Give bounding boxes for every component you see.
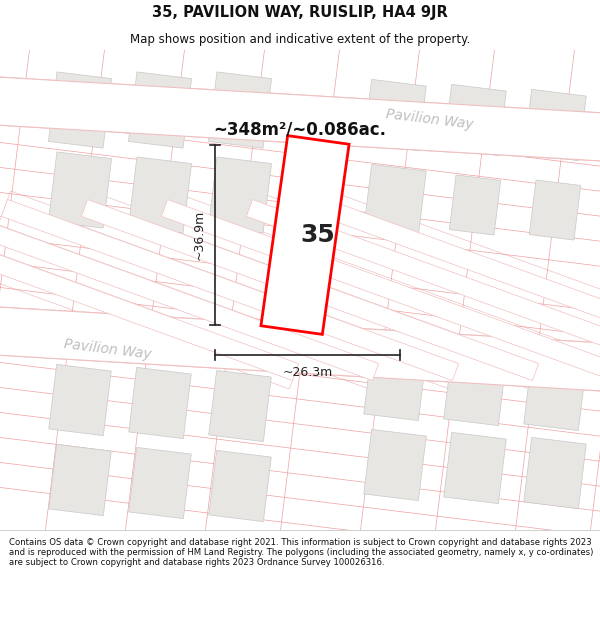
Polygon shape xyxy=(364,79,426,151)
Polygon shape xyxy=(444,354,506,426)
Polygon shape xyxy=(128,157,191,233)
Polygon shape xyxy=(0,199,299,381)
Polygon shape xyxy=(319,191,600,389)
Polygon shape xyxy=(79,191,542,389)
Polygon shape xyxy=(524,438,586,509)
Polygon shape xyxy=(208,72,272,148)
Polygon shape xyxy=(1,199,458,381)
Polygon shape xyxy=(444,84,506,156)
Polygon shape xyxy=(49,364,111,436)
Polygon shape xyxy=(49,444,111,516)
Polygon shape xyxy=(261,136,349,334)
Text: Pavilion Way: Pavilion Way xyxy=(385,107,475,131)
Polygon shape xyxy=(449,175,500,235)
Polygon shape xyxy=(364,164,426,236)
Polygon shape xyxy=(524,359,586,431)
Polygon shape xyxy=(524,89,586,161)
Polygon shape xyxy=(244,191,600,389)
Polygon shape xyxy=(0,306,600,392)
Text: ~26.3m: ~26.3m xyxy=(283,366,332,379)
Polygon shape xyxy=(0,199,379,381)
Polygon shape xyxy=(0,76,600,162)
Text: ~36.9m: ~36.9m xyxy=(193,210,205,260)
Polygon shape xyxy=(0,306,600,392)
Text: Contains OS data © Crown copyright and database right 2021. This information is : Contains OS data © Crown copyright and d… xyxy=(9,538,593,568)
Polygon shape xyxy=(444,432,506,504)
Polygon shape xyxy=(0,191,302,389)
Polygon shape xyxy=(0,191,382,389)
Polygon shape xyxy=(209,451,271,522)
Polygon shape xyxy=(0,76,600,162)
Polygon shape xyxy=(161,199,600,381)
Polygon shape xyxy=(247,199,600,381)
Text: ~348m²/~0.086ac.: ~348m²/~0.086ac. xyxy=(214,121,386,139)
Polygon shape xyxy=(158,191,600,389)
Polygon shape xyxy=(129,448,191,519)
Polygon shape xyxy=(322,199,600,381)
Text: Pavilion Way: Pavilion Way xyxy=(64,337,152,361)
Polygon shape xyxy=(82,199,539,381)
Polygon shape xyxy=(0,191,461,389)
Polygon shape xyxy=(209,371,271,442)
Text: 35, PAVILION WAY, RUISLIP, HA4 9JR: 35, PAVILION WAY, RUISLIP, HA4 9JR xyxy=(152,5,448,20)
Polygon shape xyxy=(364,429,426,501)
Text: 35: 35 xyxy=(301,223,335,247)
Polygon shape xyxy=(49,72,112,148)
Text: Map shows position and indicative extent of the property.: Map shows position and indicative extent… xyxy=(130,34,470,46)
Polygon shape xyxy=(128,72,191,148)
Polygon shape xyxy=(364,349,426,421)
Polygon shape xyxy=(208,157,272,233)
Polygon shape xyxy=(129,368,191,439)
Polygon shape xyxy=(529,180,581,240)
Polygon shape xyxy=(49,152,112,228)
